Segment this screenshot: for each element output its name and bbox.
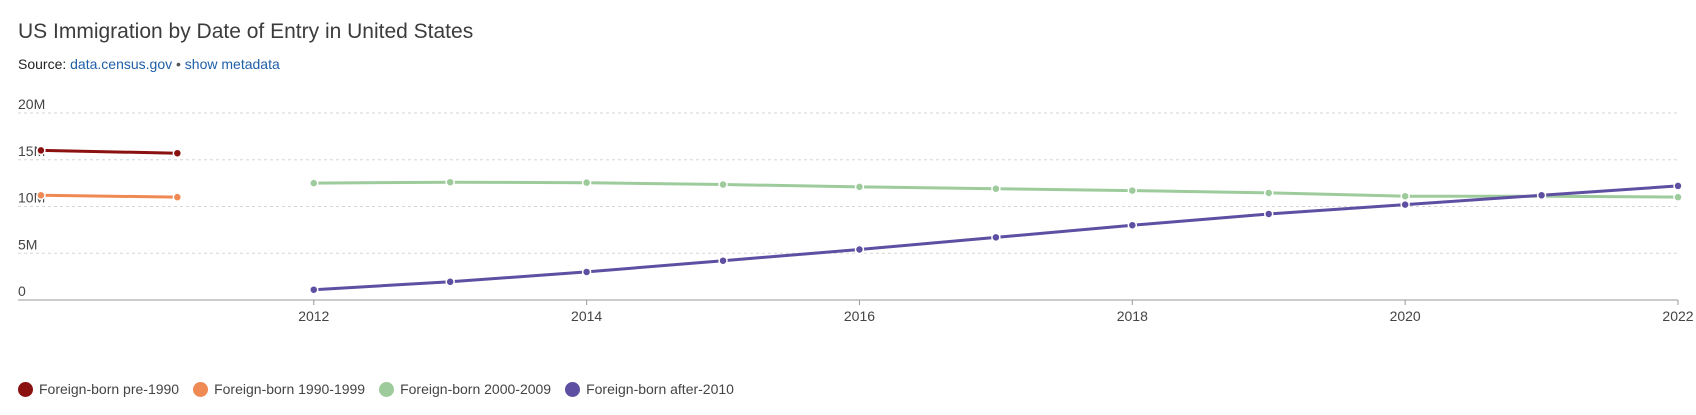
data-point <box>991 232 1001 243</box>
y-tick-label: 5M <box>18 236 37 252</box>
x-tick-label: 2022 <box>1662 308 1693 324</box>
data-point <box>718 255 728 266</box>
source-prefix: Source: <box>18 56 67 72</box>
y-tick-label: 0 <box>18 283 26 299</box>
data-point <box>1400 199 1410 210</box>
legend-item[interactable]: Foreign-born pre-1990 <box>18 381 179 397</box>
data-point <box>1536 190 1547 201</box>
legend-label: Foreign-born 1990-1999 <box>214 381 366 397</box>
legend-label: Foreign-born 2000-2009 <box>400 381 552 397</box>
show-metadata-link[interactable]: show metadata <box>184 56 280 72</box>
legend-swatch <box>565 381 581 397</box>
data-point <box>1263 209 1274 219</box>
x-tick-label: 2018 <box>1117 308 1148 324</box>
series-line <box>39 193 179 199</box>
x-tick-label: 2014 <box>571 308 602 324</box>
legend-swatch <box>379 381 395 397</box>
legend-item[interactable]: Foreign-born 2000-2009 <box>379 381 551 397</box>
x-tick-label: 2012 <box>298 308 329 324</box>
x-tick-label: 2016 <box>844 308 875 324</box>
chart-legend: Foreign-born pre-1990 Foreign-born 1990-1… <box>18 381 734 397</box>
source-link[interactable]: data.census.gov <box>70 56 173 72</box>
data-point <box>854 244 865 255</box>
data-point <box>991 183 1001 194</box>
legend-item[interactable]: Foreign-born 1990-1999 <box>193 381 365 397</box>
chart-title: US Immigration by Date of Entry in Unite… <box>18 20 474 43</box>
legend-swatch <box>18 381 33 397</box>
data-point <box>36 190 46 201</box>
data-point <box>718 179 728 190</box>
data-point <box>445 277 455 287</box>
y-tick-label: 20M <box>18 96 45 112</box>
data-point <box>309 284 319 295</box>
legend-label: Foreign-born pre-1990 <box>39 381 180 397</box>
data-point <box>1400 191 1410 201</box>
data-point <box>172 192 183 202</box>
data-point <box>1127 220 1138 230</box>
source-separator: • <box>176 56 181 72</box>
data-point <box>1263 188 1274 198</box>
series-line <box>39 148 179 155</box>
legend-swatch <box>193 381 209 397</box>
data-point <box>581 267 592 277</box>
legend-item[interactable]: Foreign-born after-2010 <box>565 381 734 397</box>
legend-label: Foreign-born after-2010 <box>586 381 734 397</box>
data-point <box>172 148 183 158</box>
data-point <box>36 145 46 156</box>
source-line: Source: data.census.gov • show metadata <box>18 56 280 72</box>
data-point <box>854 182 865 192</box>
data-point <box>309 178 319 188</box>
data-point <box>581 177 592 188</box>
data-point <box>1127 185 1138 196</box>
data-point <box>445 177 455 187</box>
data-point <box>1673 192 1683 202</box>
data-point <box>1673 181 1683 191</box>
x-tick-label: 2020 <box>1390 308 1421 324</box>
